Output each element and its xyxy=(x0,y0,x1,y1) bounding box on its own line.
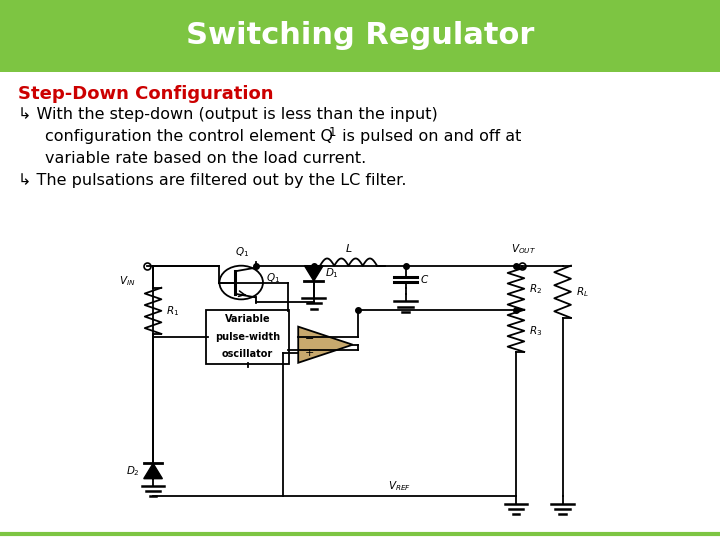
Text: $R_2$: $R_2$ xyxy=(529,282,542,295)
Text: $Q_1$: $Q_1$ xyxy=(235,246,249,259)
Text: Step-Down Configuration: Step-Down Configuration xyxy=(18,85,274,103)
Text: oscillator: oscillator xyxy=(222,349,274,359)
Polygon shape xyxy=(144,463,163,478)
FancyBboxPatch shape xyxy=(207,310,289,363)
Text: ↳ The pulsations are filtered out by the LC filter.: ↳ The pulsations are filtered out by the… xyxy=(18,173,407,188)
Text: Variable: Variable xyxy=(225,314,271,325)
Text: configuration the control element Q: configuration the control element Q xyxy=(45,129,333,144)
Text: $C$: $C$ xyxy=(420,273,429,285)
Text: pulse-width: pulse-width xyxy=(215,332,280,342)
Text: ↳ With the step-down (output is less than the input): ↳ With the step-down (output is less tha… xyxy=(18,107,438,122)
Text: $+$: $+$ xyxy=(305,347,315,358)
Text: Switching Regulator: Switching Regulator xyxy=(186,22,534,51)
Text: variable rate based on the load current.: variable rate based on the load current. xyxy=(45,151,366,166)
Text: $-$: $-$ xyxy=(305,332,315,342)
Polygon shape xyxy=(298,327,353,363)
Text: $Q_1$: $Q_1$ xyxy=(266,272,279,286)
Text: $R_3$: $R_3$ xyxy=(529,324,542,338)
Text: $D_2$: $D_2$ xyxy=(126,464,140,478)
Text: 1: 1 xyxy=(329,126,336,139)
Bar xyxy=(0,0,720,72)
Text: $V_{OUT}$: $V_{OUT}$ xyxy=(510,242,536,255)
Text: $D_1$: $D_1$ xyxy=(325,266,339,280)
Text: is pulsed on and off at: is pulsed on and off at xyxy=(337,129,521,144)
Text: $V_{REF}$: $V_{REF}$ xyxy=(388,480,411,493)
Text: $R_1$: $R_1$ xyxy=(166,304,179,318)
Text: $L$: $L$ xyxy=(345,242,352,254)
Text: $V_{IN}$: $V_{IN}$ xyxy=(119,274,135,288)
Text: $R_L$: $R_L$ xyxy=(575,285,588,299)
Polygon shape xyxy=(305,266,323,281)
